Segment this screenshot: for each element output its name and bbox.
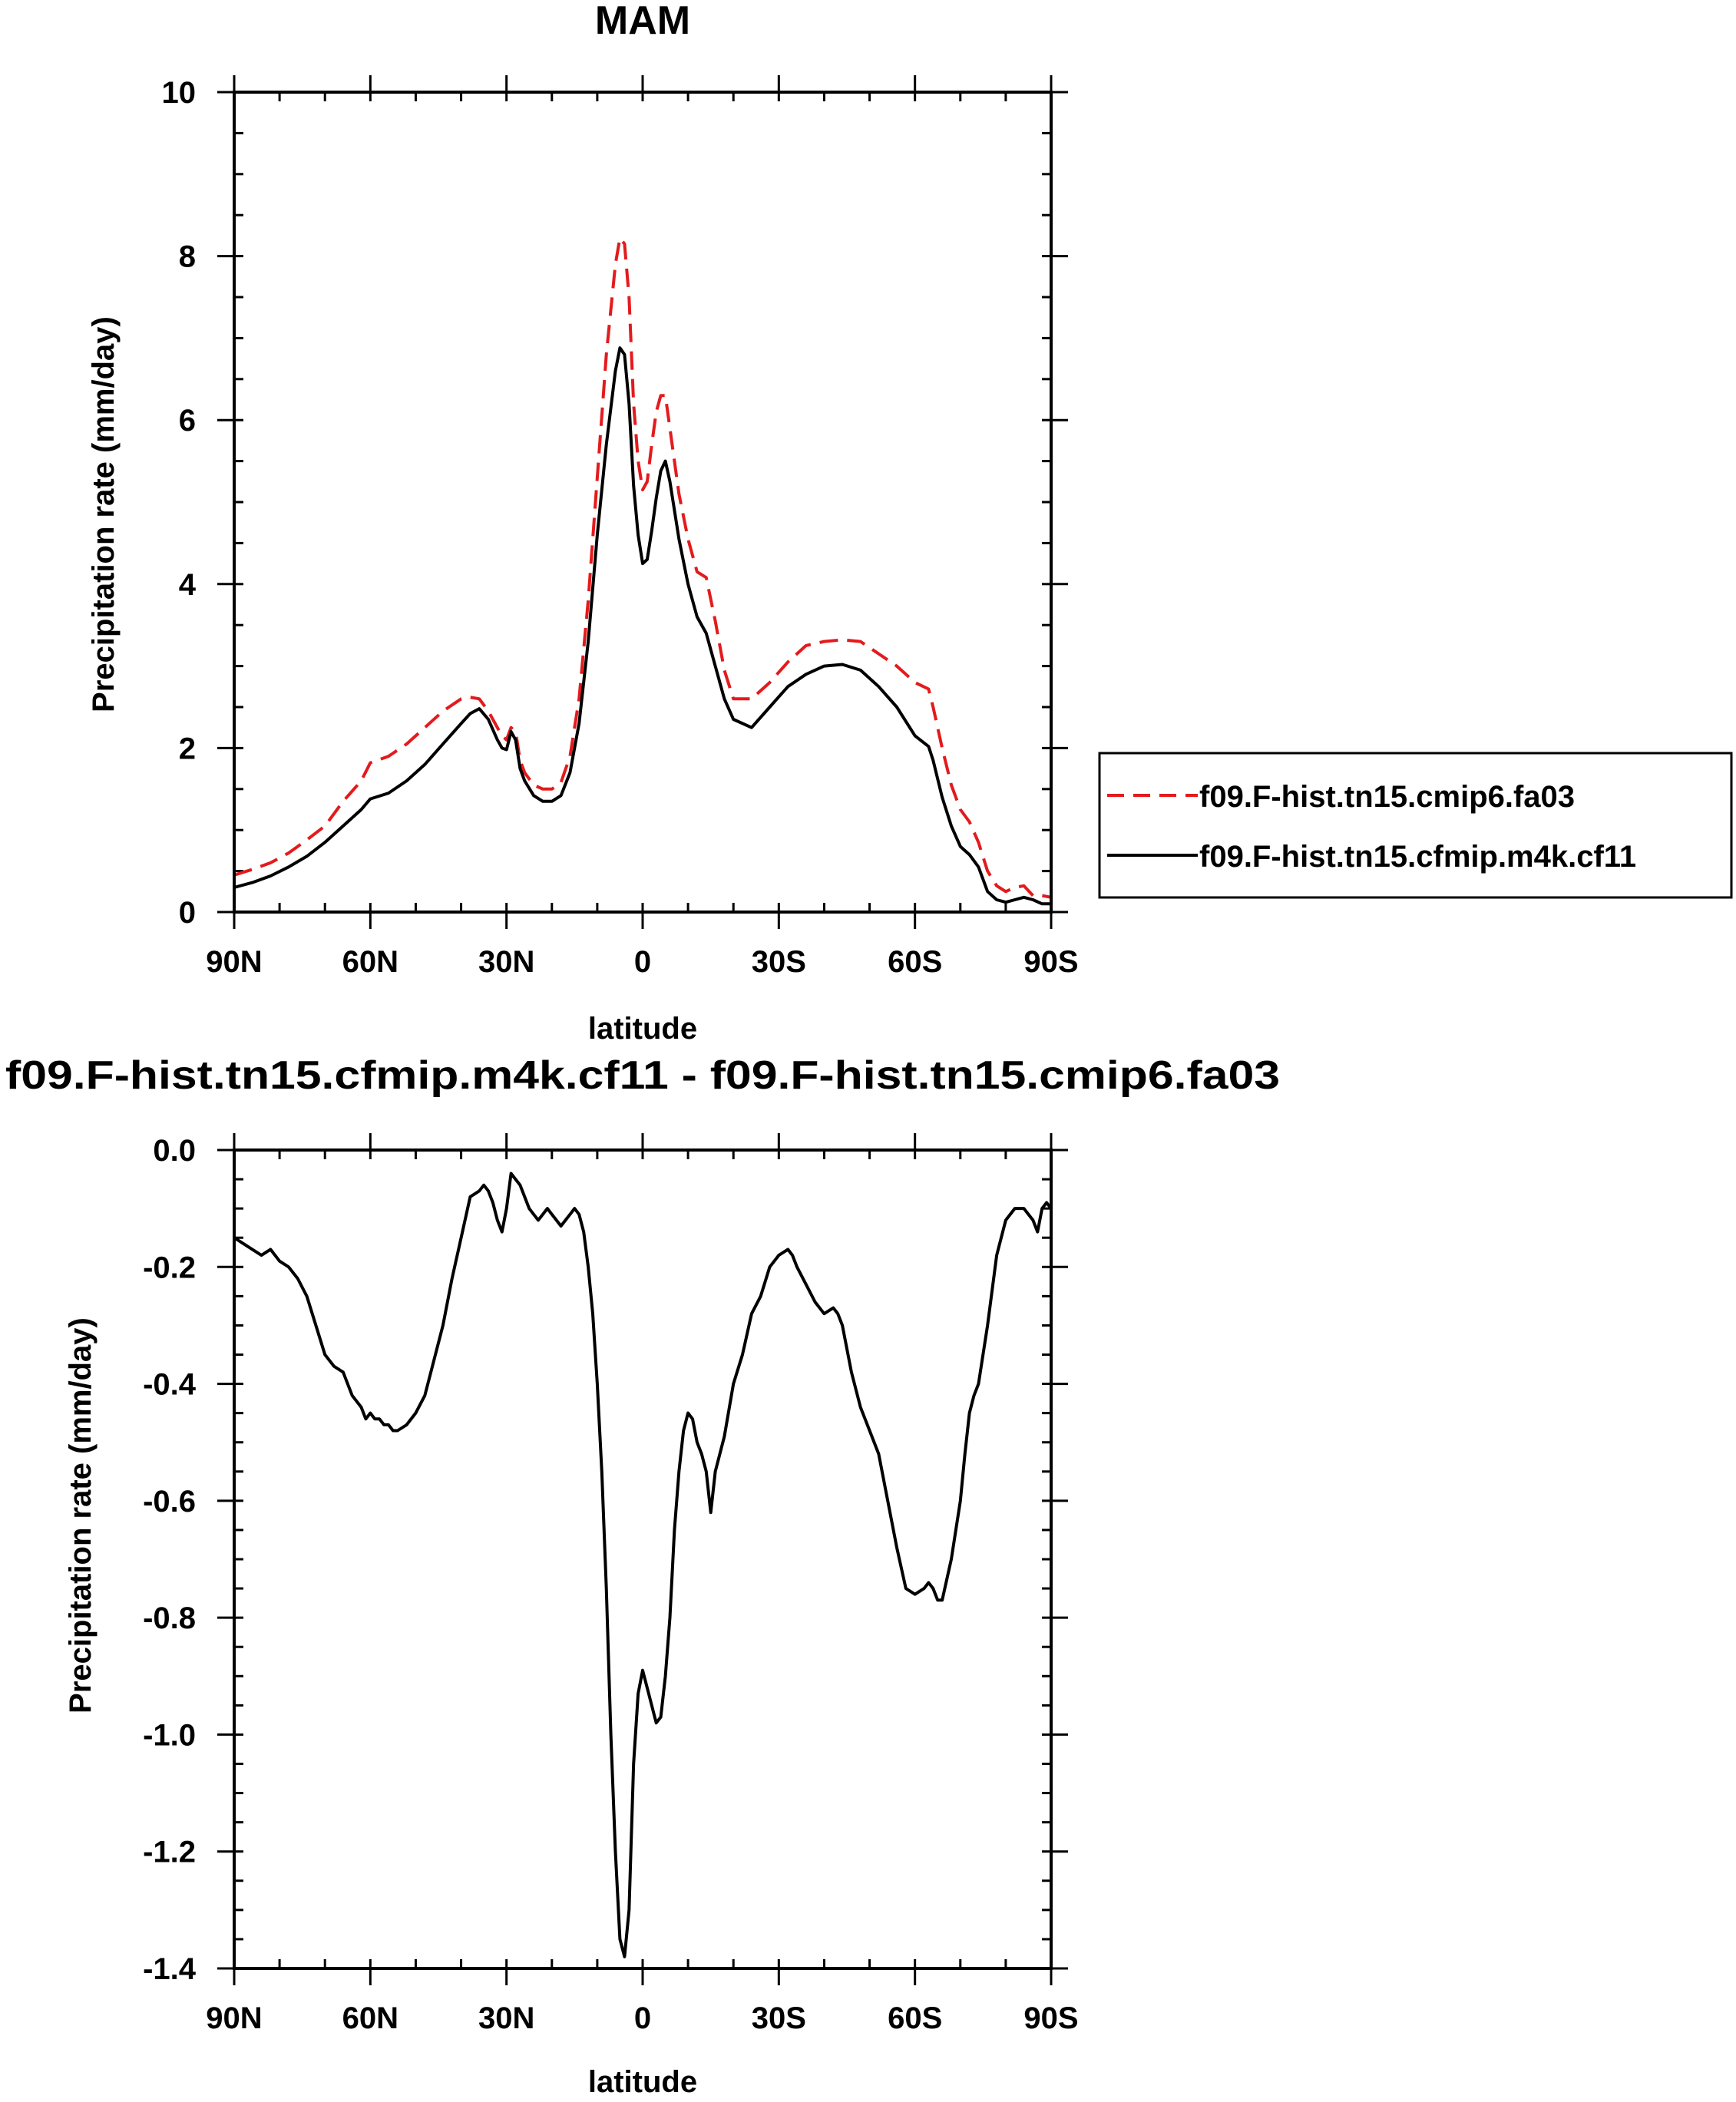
bottom-y-tick-label: -1.0 xyxy=(143,1718,196,1752)
top-y-tick-label: 8 xyxy=(179,240,196,274)
bottom-series-line-0 xyxy=(233,1172,1053,1958)
top-x-tick-label: 0 xyxy=(634,945,651,979)
top-panel: MAM Precipitation rate (mm/day) latitude… xyxy=(87,0,1079,1046)
top-y-tick-label: 4 xyxy=(179,568,197,602)
top-axis-ticks xyxy=(217,75,1068,929)
legend: f09.F-hist.tn15.cmip6.fa03 f09.F-hist.tn… xyxy=(1098,752,1733,899)
top-x-tick-label: 60S xyxy=(888,945,942,979)
bottom-y-tick-label: -0.2 xyxy=(143,1251,196,1284)
top-y-tick-label: 6 xyxy=(179,404,196,438)
top-y-tick-label: 2 xyxy=(179,732,196,765)
bottom-plot-frame xyxy=(233,1148,1053,1970)
top-x-tick-label: 90S xyxy=(1023,945,1078,979)
bottom-y-axis-title: Precipitation rate (mm/day) xyxy=(64,1317,98,1714)
bottom-x-tick-label: 60S xyxy=(888,2001,942,2035)
top-series-line-1 xyxy=(233,346,1051,906)
top-tick-labels: 90N 60N 30N 0 30S 60S 90S 0 2 4 6 8 10 xyxy=(162,76,1079,979)
bottom-tick-labels: 90N 60N 30N 0 30S 60S 90S 0.0 -0.2 -0.4 -0.6 -0.8 -1… xyxy=(143,1134,1079,2035)
bottom-y-tick-label: -0.6 xyxy=(143,1485,196,1519)
bottom-x-tick-label: 90S xyxy=(1023,2001,1078,2035)
bottom-x-tick-label: 30S xyxy=(752,2001,806,2035)
top-x-tick-label: 30S xyxy=(752,945,806,979)
legend-label-cmip6: f09.F-hist.tn15.cmip6.fa03 xyxy=(1199,780,1575,814)
top-x-tick-label: 30N xyxy=(478,945,534,979)
bottom-panel: f09.F-hist.tn15.cfmip.m4k.cf11 - f09.F-h… xyxy=(5,1053,1280,2099)
bottom-x-tick-label: 0 xyxy=(634,2001,651,2035)
bottom-y-tick-label: -1.2 xyxy=(143,1836,196,1869)
top-y-axis-title: Precipitation rate (mm/day) xyxy=(87,316,121,712)
top-y-tick-label: 10 xyxy=(162,76,197,110)
bottom-y-tick-label: 0.0 xyxy=(153,1134,196,1168)
top-x-tick-label: 90N xyxy=(206,945,262,979)
bottom-x-tick-label: 30N xyxy=(478,2001,534,2035)
bottom-chart-title: f09.F-hist.tn15.cfmip.m4k.cf11 - f09.F-h… xyxy=(5,1053,1280,1098)
bottom-x-axis-title: latitude xyxy=(588,2065,697,2099)
legend-label-m4k: f09.F-hist.tn15.cfmip.m4k.cf11 xyxy=(1199,840,1636,874)
bottom-x-tick-label: 60N xyxy=(342,2001,398,2035)
bottom-y-tick-label: -1.4 xyxy=(143,1952,197,1986)
top-series-lines xyxy=(233,236,1052,906)
top-series-line-0 xyxy=(233,236,1052,899)
legend-box xyxy=(1098,752,1733,899)
top-plot-frame xyxy=(233,91,1053,914)
top-x-tick-label: 60N xyxy=(342,945,398,979)
top-chart-title: MAM xyxy=(595,0,690,43)
top-x-axis-title: latitude xyxy=(588,1012,697,1046)
top-y-tick-label: 0 xyxy=(179,896,196,930)
bottom-y-tick-label: -0.4 xyxy=(143,1368,197,1402)
bottom-axis-ticks xyxy=(217,1133,1068,1985)
bottom-series-lines xyxy=(233,1172,1053,1958)
bottom-y-tick-label: -0.8 xyxy=(143,1601,196,1635)
bottom-x-tick-label: 90N xyxy=(206,2001,262,2035)
